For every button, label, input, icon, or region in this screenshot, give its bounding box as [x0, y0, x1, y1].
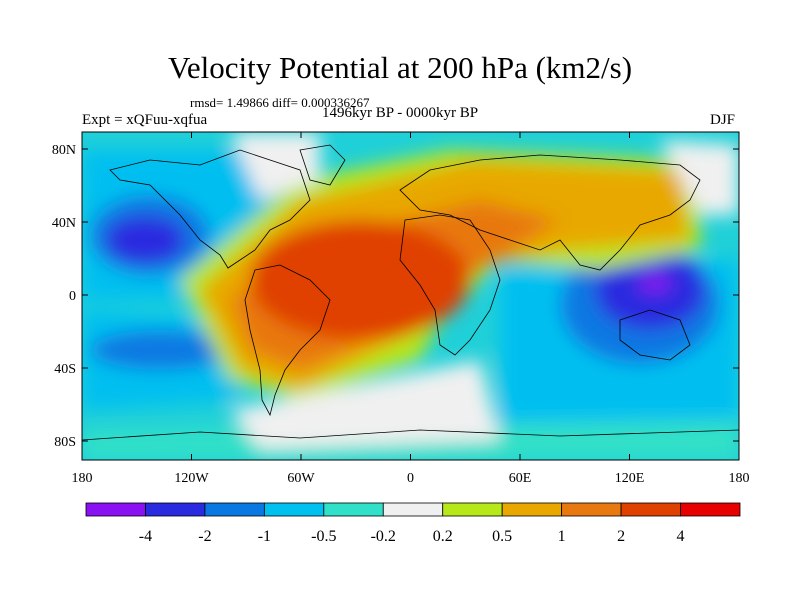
- colorbar-swatch: [442, 502, 503, 517]
- lon-tick-label: 60W: [287, 471, 315, 486]
- colorbar-swatch: [323, 502, 384, 517]
- colorbar-swatch: [263, 502, 325, 517]
- colorbar-label: 0.5: [492, 528, 512, 545]
- colorbar-label: 0.2: [433, 528, 453, 545]
- lon-tick-label: 120W: [174, 471, 209, 486]
- stats-label: rmsd= 1.49866 diff= 0.000336267: [190, 95, 370, 110]
- lon-tick-label: 120E: [615, 471, 645, 486]
- colorbar-label: 4: [677, 528, 685, 545]
- lat-tick-label: 80N: [52, 143, 76, 158]
- lat-tick-label: 40N: [52, 216, 76, 231]
- lon-tick-label: 180: [72, 471, 93, 486]
- colorbar-label: -2: [198, 528, 211, 545]
- period-label: 1496kyr BP - 0000kyr BP: [322, 105, 479, 121]
- lat-tick-label: 80S: [54, 435, 76, 450]
- colorbar-swatch: [561, 502, 622, 517]
- colorbar-label: -4: [139, 528, 152, 545]
- velocity-potential-field: [82, 132, 739, 460]
- colorbar-swatch: [680, 502, 741, 517]
- experiment-label: Expt = xQFuu-xqfua: [82, 112, 208, 128]
- lon-tick-label: 180: [729, 471, 750, 486]
- colorbar-swatch: [204, 502, 265, 517]
- colorbar-label: 2: [617, 528, 625, 545]
- colorbar-swatch: [145, 502, 206, 517]
- lon-tick-label: 0: [407, 471, 414, 486]
- colorbar-label: -0.2: [371, 528, 396, 545]
- colorbar-swatch: [382, 502, 444, 517]
- colorbar-label: 1: [558, 528, 566, 545]
- lat-tick-label: 40S: [54, 362, 76, 377]
- colorbar-swatch: [620, 502, 681, 517]
- colorbar-label: -1: [258, 528, 271, 545]
- map-title: Velocity Potential at 200 hPa (km2/s): [167, 50, 633, 85]
- colorbar-swatch: [85, 502, 146, 517]
- lon-tick-label: 60E: [509, 471, 532, 486]
- coastlines: [82, 144, 739, 441]
- colorbar-swatch: [501, 502, 563, 517]
- lat-tick-label: 0: [69, 289, 76, 304]
- colorbar-label: -0.5: [311, 528, 336, 545]
- season-label: DJF: [710, 112, 736, 128]
- map-ticks: 180 120W 60W 0 60E 120E 180 80N 40N 0 40S 80S: [52, 132, 750, 486]
- colorbar: -4 -2 -1 -0.5 -0.2 0.2 0.5 1 2 4: [85, 502, 741, 545]
